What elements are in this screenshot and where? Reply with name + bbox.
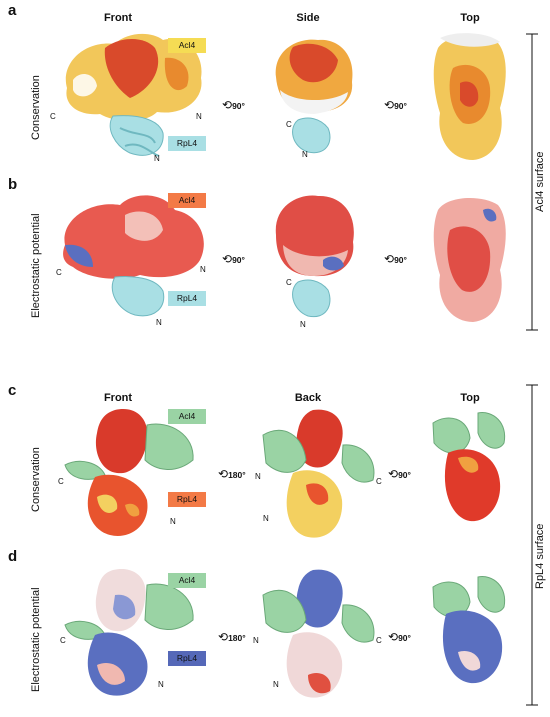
terminus-n2-c-back: N — [263, 514, 269, 523]
terminus-c-b-side: C — [286, 278, 292, 287]
tag-d-acl4: Acl4 — [168, 573, 206, 588]
column-title-front: Front — [103, 12, 133, 24]
structure-c-front — [64, 409, 194, 536]
terminus-c-c-front: C — [58, 477, 64, 486]
column-title-back-c: Back — [294, 392, 322, 404]
tag-d-rpl4-text: RpL4 — [176, 653, 198, 663]
bracket-acl4-surface — [526, 33, 538, 331]
tag-b-rpl4: RpL4 — [168, 291, 206, 306]
terminus-n-a-side: N — [302, 150, 308, 159]
tag-d-rpl4: RpL4 — [168, 651, 206, 666]
tag-b-acl4: Acl4 — [168, 193, 206, 208]
row-label-conservation-a: Conservation — [30, 75, 42, 140]
column-title-top: Top — [460, 12, 480, 24]
terminus-n-c-back: N — [255, 472, 261, 481]
rotation-label-b1: 90° — [232, 255, 245, 265]
terminus-n-a-front: N — [196, 112, 202, 121]
row-label-electrostatic-d: Electrostatic potential — [30, 587, 42, 692]
tag-a-acl4: Acl4 — [168, 38, 206, 53]
tag-b-rpl4-text: RpL4 — [176, 293, 198, 303]
bracket-rpl4-surface — [526, 384, 538, 706]
rotation-arrow-b2: ⟲90° — [384, 252, 407, 266]
tag-c-acl4-text: Acl4 — [178, 411, 196, 421]
terminus-c-c-back: C — [376, 477, 382, 486]
tag-c-rpl4: RpL4 — [168, 492, 206, 507]
row-label-electrostatic-b: Electrostatic potential — [30, 213, 42, 318]
rotation-arrow-a1: ⟲90° — [222, 98, 245, 112]
structure-b-front — [63, 195, 204, 317]
structure-a-top — [433, 33, 506, 160]
tag-b-acl4-text: Acl4 — [178, 195, 196, 205]
terminus-c-d-back: C — [376, 636, 382, 645]
tag-a-rpl4-text: RpL4 — [176, 138, 198, 148]
terminus-n-d-back: N — [253, 636, 259, 645]
terminus-n2-d-back: N — [273, 680, 279, 689]
rotation-arrow-c2: ⟲90° — [388, 467, 411, 481]
panel-letter-d: d — [8, 548, 18, 565]
rotation-label-b2: 90° — [394, 255, 407, 265]
rotation-label-d1: 180° — [228, 633, 246, 643]
column-title-side: Side — [296, 12, 320, 24]
rotation-label-d2: 90° — [398, 633, 411, 643]
row-label-conservation-c: Conservation — [30, 447, 42, 512]
rotation-arrow-a2: ⟲90° — [384, 98, 407, 112]
panel-letter-c: c — [8, 382, 17, 399]
terminus-n2-b-front: N — [156, 318, 162, 327]
terminus-c-a-side: C — [286, 120, 292, 129]
rotation-arrow-c1: ⟲180° — [218, 467, 246, 481]
structure-b-side — [275, 195, 354, 318]
rotation-label-c1: 180° — [228, 470, 246, 480]
structure-c-top — [432, 412, 506, 522]
tag-c-rpl4-text: RpL4 — [176, 494, 198, 504]
rotation-arrow-b1: ⟲90° — [222, 252, 245, 266]
tag-a-rpl4: RpL4 — [168, 136, 206, 151]
column-title-top-c: Top — [460, 392, 480, 404]
rotation-label-c2: 90° — [398, 470, 411, 480]
terminus-n-d-front: N — [158, 680, 164, 689]
tag-c-acl4: Acl4 — [168, 409, 206, 424]
rotation-arrow-d1: ⟲180° — [218, 630, 246, 644]
structure-c-back — [262, 409, 375, 538]
terminus-c-d-front: C — [60, 636, 66, 645]
structure-a-front — [65, 33, 202, 157]
rotation-label-a1: 90° — [232, 101, 245, 111]
terminus-c-b-front: C — [56, 268, 62, 277]
column-title-front-c: Front — [103, 392, 133, 404]
tag-a-acl4-text: Acl4 — [178, 40, 196, 50]
tag-d-acl4-text: Acl4 — [178, 575, 196, 585]
structure-b-top — [433, 198, 506, 322]
terminus-n-b-front: N — [200, 265, 206, 274]
terminus-n-b-side: N — [300, 320, 306, 329]
rotation-arrow-d2: ⟲90° — [388, 630, 411, 644]
structure-d-top — [432, 576, 506, 684]
panel-letter-a: a — [8, 2, 17, 19]
rotation-label-a2: 90° — [394, 101, 407, 111]
terminus-n2-a-front: N — [154, 154, 160, 163]
bracket-label-acl4-surface: Acl4 surface — [534, 148, 546, 215]
terminus-n-c-front: N — [170, 517, 176, 526]
structure-a-side — [275, 39, 353, 154]
structure-d-back — [262, 569, 375, 698]
panel-letter-b: b — [8, 176, 18, 193]
bracket-label-rpl4-surface: RpL4 surface — [534, 520, 546, 592]
structure-d-front — [64, 568, 194, 696]
terminus-c-a-front: C — [50, 112, 56, 121]
